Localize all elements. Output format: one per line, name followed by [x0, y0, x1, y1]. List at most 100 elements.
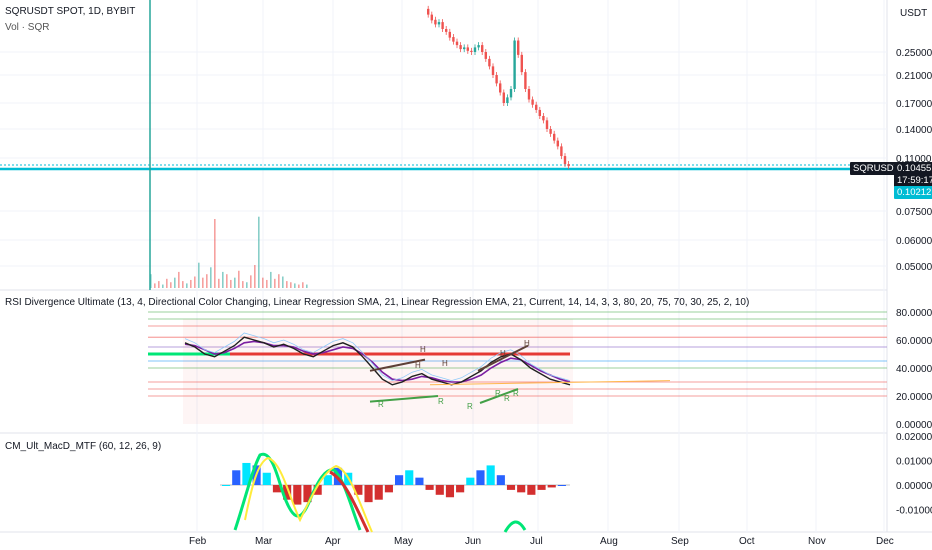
volume-bar [302, 282, 304, 288]
price-candle [513, 40, 516, 89]
macd-histogram-bar [527, 485, 536, 495]
macd-histogram-bar [405, 470, 414, 485]
price-candle [488, 58, 491, 67]
volume-bar [234, 277, 236, 288]
macd-signal-line [244, 456, 373, 533]
volume-bar [158, 281, 160, 288]
macd-line [233, 452, 362, 531]
volume-bar [186, 283, 188, 288]
macd-histogram-bar [466, 477, 475, 485]
macd-histogram-bar [445, 485, 455, 498]
macd-histogram-bar [232, 470, 241, 485]
divergence-line-bearish-2 [477, 344, 529, 372]
month-label-jun: Jun [465, 536, 481, 547]
price-candle [434, 19, 437, 25]
volume-bar [274, 278, 276, 288]
price-tick-label: 0.05000 [896, 262, 932, 273]
volume-bar [198, 262, 200, 288]
price-candle [466, 47, 469, 51]
symbol-title[interactable]: SQRUSDT SPOT, 1D, BYBIT [5, 6, 136, 17]
last-price-tag: 0.10455 [894, 162, 932, 175]
volume-bar [218, 278, 220, 288]
macd-histogram-bar [384, 485, 393, 493]
rsi-tick-label: 0.00000 [896, 420, 932, 431]
volume-bar [254, 265, 256, 288]
price-candle [430, 14, 433, 21]
rsi-shade [183, 319, 573, 424]
divergence-high-label: H [415, 361, 421, 370]
volume-bar [250, 275, 252, 288]
divergence-line-bullish-2 [479, 388, 519, 404]
volume-bar [282, 276, 284, 288]
macd-tick-label: 0.00000 [896, 481, 932, 492]
price-tick-label: 0.14000 [896, 125, 932, 136]
price-candle [535, 104, 538, 110]
price-candle [538, 109, 541, 116]
price-candle [524, 72, 527, 89]
price-tick-label: 0.07500 [896, 207, 932, 218]
price-candle [452, 37, 455, 42]
volume-bar [230, 279, 232, 288]
volume-bar [258, 216, 260, 288]
macd-histogram-bar [222, 485, 231, 486]
volume-bar [206, 274, 208, 288]
price-candle [506, 97, 509, 103]
price-candle [470, 50, 473, 52]
price-candle [484, 52, 487, 59]
macd-histogram-bar [517, 485, 526, 493]
rsi-line [184, 336, 571, 386]
divergence-high-label: H [442, 359, 448, 368]
price-candle [567, 164, 570, 167]
macd-histogram-bar [415, 477, 424, 485]
volume-bar [286, 281, 288, 288]
volume-bar [278, 274, 280, 288]
macd-histogram-bar [283, 485, 292, 500]
volume-bar [262, 277, 264, 288]
volume-bar [306, 284, 308, 288]
divergence-line-bullish-1 [369, 395, 439, 403]
rsi-pane-title: RSI Divergence Ultimate (13, 4, Directio… [5, 297, 750, 308]
line-price-tag: 0.10212 [894, 186, 932, 199]
macd-histogram-bar [496, 475, 505, 485]
macd-histogram-bar [374, 485, 383, 500]
price-tick-label: 0.11000 [896, 154, 932, 165]
macd-histogram-bar [323, 475, 332, 485]
price-tick-label: 0.17000 [896, 99, 932, 110]
divergence-regular-label: R [438, 397, 444, 406]
volume-bar [214, 219, 216, 288]
rsi-tick-label: 20.00000 [896, 392, 932, 403]
volume-bar [238, 270, 240, 288]
price-candle [437, 22, 441, 25]
macd-histogram-bar [456, 485, 465, 493]
countdown-tag: 17:59:17 [894, 174, 932, 187]
price-candle [560, 146, 563, 157]
price-candle [549, 129, 552, 134]
price-candle [520, 54, 523, 73]
macd-histogram-bar [364, 485, 373, 503]
macd-histogram-bar [395, 475, 404, 485]
price-tick-label: 0.25000 [896, 48, 932, 59]
divergence-regular-label: R [467, 402, 473, 411]
divergence-high-label: H [500, 349, 506, 358]
price-candle [463, 47, 466, 50]
price-candle [477, 45, 480, 48]
macd-histogram-bar [262, 472, 271, 485]
macd-histogram-bar [354, 485, 363, 495]
price-candle [491, 66, 495, 75]
macd-histogram-bar [425, 485, 434, 490]
month-label-apr: Apr [325, 536, 341, 547]
macd-histogram-bar [313, 485, 322, 495]
macd-histogram-bar [272, 485, 282, 493]
volume-bar [270, 271, 272, 288]
price-candle [459, 45, 462, 50]
price-candle [527, 89, 531, 100]
price-candle [509, 89, 513, 98]
volume-bar [182, 281, 184, 288]
volume-bar [246, 282, 248, 288]
volume-bar [170, 282, 172, 288]
currency-label[interactable]: USDT [900, 8, 928, 19]
divergence-regular-label: R [513, 389, 519, 398]
price-candle [542, 116, 545, 121]
volume-bar [294, 283, 296, 288]
